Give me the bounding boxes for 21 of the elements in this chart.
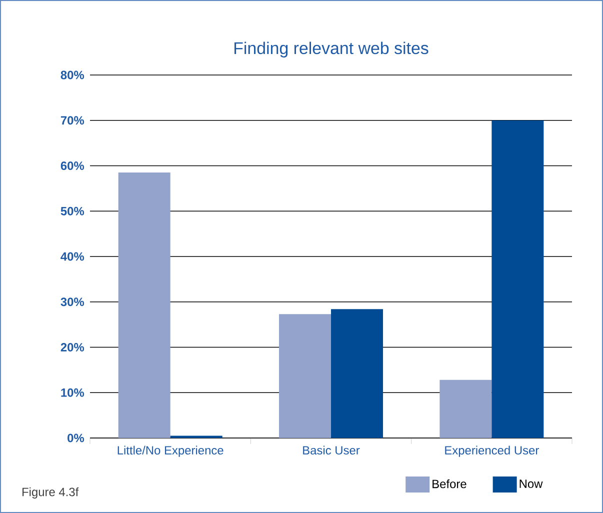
y-tick-label: 80% [60, 70, 84, 80]
bar [279, 314, 332, 438]
chart-title: Finding relevant web sites [234, 42, 428, 58]
y-tick-label: 0% [68, 434, 84, 442]
y-tick-label: 10% [61, 388, 84, 397]
x-tick-label: Basic User [303, 446, 360, 455]
caption: Figure 4.3f [22, 487, 79, 499]
y-tick-label: 60% [60, 162, 84, 170]
bar [440, 380, 492, 438]
y-tick-label: 70% [60, 116, 84, 125]
legend-label: Before [432, 479, 466, 488]
bar [331, 309, 384, 438]
x-tick-label: Little/No Experience [118, 446, 224, 457]
legend-label: Now [520, 480, 543, 488]
y-tick-label: 30% [60, 298, 84, 306]
bar [118, 172, 170, 438]
x-tick-label: Experienced User [445, 446, 539, 457]
y-tick-label: 20% [60, 343, 84, 352]
y-tick-label: 40% [60, 252, 84, 261]
y-tick-label: 50% [60, 206, 84, 216]
bar [492, 120, 544, 438]
